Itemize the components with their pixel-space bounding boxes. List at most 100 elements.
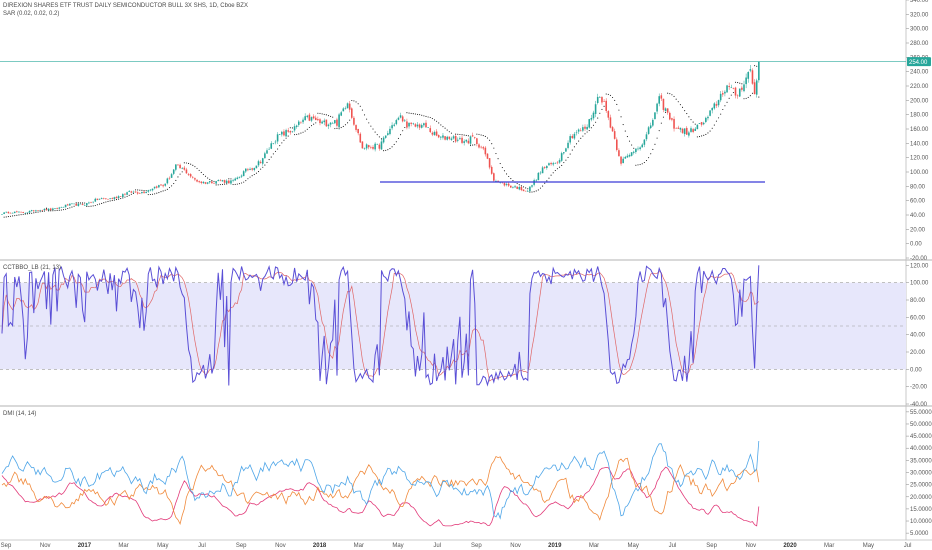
- price-axis-tick-label: 220.00: [910, 84, 929, 90]
- candle-body: [33, 210, 35, 212]
- candle-body: [153, 186, 156, 189]
- sar-dot: [751, 92, 754, 94]
- time-axis-tick-label: May: [863, 543, 874, 549]
- sar-dot: [207, 177, 209, 179]
- candle-body: [495, 181, 497, 182]
- dmi-axis-tick-label: 10.0000: [910, 519, 932, 525]
- candle-body: [745, 77, 747, 85]
- candle-body: [160, 184, 162, 186]
- candle-body: [340, 112, 342, 116]
- sar-dot: [520, 185, 522, 187]
- sar-dot: [495, 152, 497, 155]
- sar-dot: [423, 115, 425, 117]
- candle-body: [736, 95, 739, 97]
- candle-body: [370, 147, 372, 148]
- candle-body: [344, 108, 347, 109]
- cct-axis-tick-label: 40.00: [910, 333, 926, 339]
- candle-body: [71, 203, 73, 205]
- candle-body: [618, 150, 620, 157]
- candle-body: [573, 133, 576, 139]
- sar-dot: [427, 116, 429, 118]
- time-axis-tick-label: Mar: [118, 543, 128, 549]
- candle-body: [198, 181, 200, 183]
- sar-dot: [86, 205, 88, 208]
- candle-body: [510, 185, 512, 188]
- candle-body: [96, 198, 99, 200]
- main-chart-title: DIREXION SHARES ETF TRUST DAILY SEMICOND…: [3, 3, 248, 9]
- sar-dot: [135, 189, 137, 191]
- candle-body: [363, 148, 366, 149]
- sar-dot: [493, 147, 495, 149]
- sar-dot: [158, 192, 160, 194]
- sar-dot: [241, 182, 243, 184]
- sar-dot: [737, 82, 739, 84]
- sar-dot: [109, 200, 111, 202]
- sar-dot: [291, 127, 293, 129]
- candle-body: [270, 143, 273, 149]
- candle-body: [251, 168, 253, 170]
- candle-body: [467, 140, 470, 144]
- candle-body: [641, 144, 644, 148]
- price-axis-tick-label: 280.00: [910, 41, 929, 47]
- sar-dot: [270, 156, 272, 158]
- sar-dot: [58, 209, 60, 211]
- sar-dot: [340, 126, 342, 129]
- sar-dot: [236, 183, 238, 185]
- sar-dot: [592, 124, 595, 126]
- time-axis-tick-label: Jul: [433, 543, 441, 549]
- candle-body: [609, 117, 612, 128]
- candle-body: [605, 100, 607, 112]
- candle-body: [563, 152, 565, 154]
- candle-body: [613, 131, 616, 139]
- price-axis-tick-label: 200.00: [910, 98, 929, 104]
- sar-dot: [101, 202, 103, 205]
- sar-dot: [113, 199, 115, 201]
- cct-axis-tick-label: 20.00: [910, 350, 926, 356]
- candle-body: [457, 139, 459, 141]
- dmi-axis-tick-label: 20.0000: [910, 495, 932, 501]
- candle-body: [175, 164, 177, 170]
- candle-body: [507, 183, 510, 186]
- candle-body: [406, 121, 408, 128]
- sar-dot: [692, 121, 694, 123]
- sar-dot: [484, 135, 486, 138]
- sar-dot: [289, 127, 291, 129]
- sar-dot: [327, 115, 330, 117]
- sar-dot: [128, 194, 130, 196]
- sar-dot: [363, 114, 366, 116]
- sar-dot: [701, 135, 703, 137]
- candle-body: [187, 173, 190, 175]
- dmi-axis-tick-label: 40.0000: [910, 446, 932, 452]
- candle-body: [208, 181, 211, 183]
- sar-dot: [334, 128, 336, 130]
- sar-dot: [308, 126, 310, 128]
- adx-line: [1, 466, 760, 527]
- candle-body: [353, 117, 355, 125]
- candle-body: [637, 148, 639, 150]
- cctbbo-legend: CCTBBO_LB (21, 13): [3, 265, 62, 271]
- candle-body: [181, 168, 183, 169]
- candle-body: [427, 127, 429, 128]
- sar-dot: [202, 174, 204, 176]
- sar-dot: [173, 183, 175, 185]
- sar-dot: [389, 148, 391, 150]
- candle-body: [213, 183, 215, 184]
- sar-dot: [120, 197, 122, 200]
- candle-body: [444, 136, 446, 140]
- sar-dot: [609, 94, 611, 96]
- candle-body: [543, 166, 546, 168]
- sar-dot: [251, 175, 253, 177]
- dmi-axis-tick-label: 45.0000: [910, 434, 932, 440]
- sar-dot: [349, 119, 351, 121]
- candle-body: [126, 192, 128, 195]
- sar-dot: [224, 183, 226, 185]
- sar-dot: [622, 124, 624, 126]
- sar-dot: [317, 112, 319, 114]
- candle-body: [3, 212, 5, 215]
- sar-dot: [336, 127, 338, 129]
- sar-dot: [94, 204, 96, 207]
- sar-dot: [631, 144, 633, 146]
- sar-dot: [351, 99, 353, 102]
- sar-dot: [323, 113, 325, 115]
